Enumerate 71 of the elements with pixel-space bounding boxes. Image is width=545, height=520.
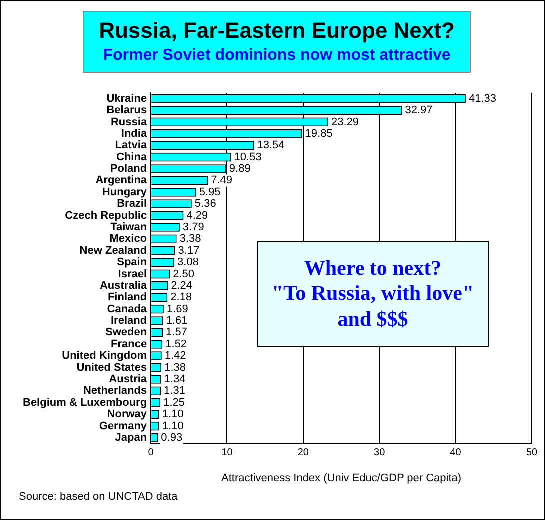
x-tick-label: 20: [298, 448, 310, 459]
y-tick-label: United States: [76, 362, 148, 374]
y-tick-label: Hungary: [102, 186, 148, 198]
y-tick-label: France: [110, 338, 148, 350]
chart-title: Russia, Far-Eastern Europe Next?: [98, 18, 456, 44]
y-tick-label: Israel: [118, 268, 148, 280]
y-tick-label: Germany: [99, 420, 148, 432]
y-tick-label: Poland: [110, 163, 148, 176]
data-label: 1.52: [166, 338, 188, 350]
data-label: 3.38: [180, 233, 202, 246]
data-label: 1.61: [166, 315, 188, 328]
y-tick-label: India: [121, 128, 148, 140]
data-label: 3.17: [178, 244, 200, 257]
data-label: 0.93: [161, 432, 183, 444]
x-axis-title: Attractiveness Index (Univ Educ/GDP per Capita): [221, 472, 462, 484]
x-tick-label: 30: [374, 448, 386, 459]
data-label: 2.18: [170, 292, 192, 304]
data-label: 1.34: [164, 374, 186, 386]
y-tick-label: Japan: [115, 432, 148, 444]
data-label: 1.42: [164, 350, 186, 362]
data-label: 5.95: [199, 186, 221, 198]
source-note: Source: based on UNCTAD data: [19, 491, 178, 503]
data-label: 9.89: [229, 163, 251, 176]
data-label: 2.24: [171, 280, 193, 292]
x-tick-label: 10: [222, 448, 234, 459]
y-tick-label: Norway: [107, 408, 148, 421]
y-tick-label: Netherlands: [83, 385, 148, 398]
data-label: 19.85: [305, 128, 333, 140]
x-tick-label: 0: [148, 448, 154, 459]
data-label: 1.38: [164, 362, 186, 374]
y-tick-label: Mexico: [110, 233, 148, 246]
y-tick-label: Canada: [107, 303, 148, 316]
y-tick-label: Spain: [117, 256, 148, 269]
annotation: Where to next? "To Russia, with love" and $$$: [257, 241, 489, 347]
y-tick-label: China: [116, 151, 148, 164]
data-label: 23.29: [332, 116, 360, 128]
data-label: 1.25: [164, 396, 186, 409]
x-tick-label: 40: [450, 448, 462, 459]
y-tick-label: United Kingdom: [62, 350, 148, 362]
y-tick-label: Belarus: [106, 104, 148, 117]
data-label: 3.79: [182, 222, 204, 234]
y-tick-label: Brazil: [117, 198, 148, 210]
y-tick-label: Czech Republic: [65, 210, 148, 222]
y-tick-label: Argentina: [96, 174, 148, 187]
data-label: 10.53: [234, 151, 262, 164]
y-tick-label: Belgium & Luxembourg: [23, 396, 148, 409]
y-tick-label: Ireland: [110, 315, 148, 328]
y-tick-label: Russia: [110, 116, 148, 128]
data-label: 41.33: [468, 92, 496, 105]
chart-subtitle: Former Soviet dominions now most attractive: [102, 47, 452, 65]
y-tick-label: Latvia: [115, 140, 148, 152]
data-label: 32.97: [405, 104, 433, 117]
y-tick-label: Austria: [109, 374, 148, 386]
data-label: 13.54: [257, 140, 285, 152]
y-tick-label: Taiwan: [110, 222, 148, 234]
y-tick-label: Finland: [108, 292, 148, 304]
data-label: 1.10: [162, 420, 184, 432]
data-label: 7.49: [211, 174, 233, 187]
data-label: 1.31: [164, 385, 186, 398]
data-label: 1.57: [166, 326, 188, 339]
data-label: 2.50: [173, 268, 195, 280]
data-label: 1.10: [162, 408, 184, 421]
data-label: 1.69: [166, 303, 188, 316]
y-tick-label: Sweden: [105, 326, 148, 339]
y-tick-label: Australia: [100, 280, 148, 292]
x-tick-label: 50: [526, 448, 538, 459]
y-tick-label: New Zealand: [80, 244, 148, 257]
data-label: 3.08: [178, 256, 199, 269]
data-label: 5.36: [194, 198, 216, 210]
y-tick-label: Ukraine: [106, 92, 148, 105]
data-label: 4.29: [186, 210, 208, 222]
